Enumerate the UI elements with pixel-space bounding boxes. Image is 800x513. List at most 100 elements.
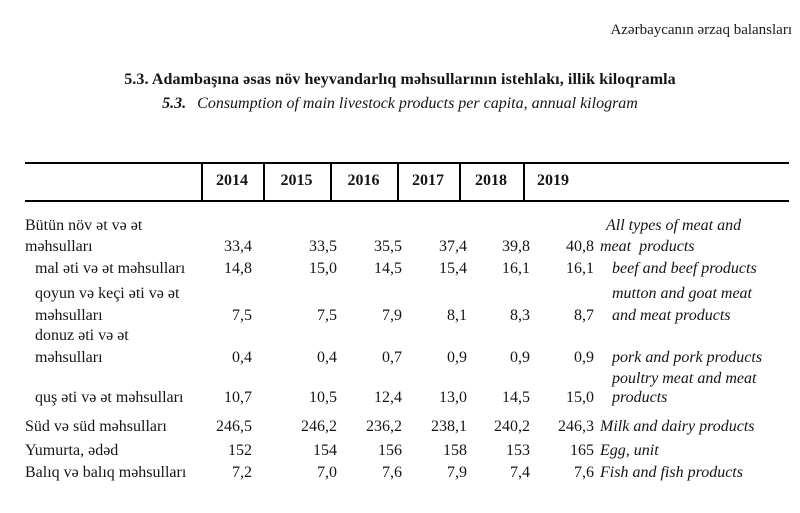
column-divider [263, 164, 265, 200]
value-cell: 158 [443, 442, 467, 459]
table-title-en: 5.3. Consumption of main livestock produc… [0, 95, 800, 113]
row-label-az: Süd və süd məhsulları [25, 418, 167, 435]
row-label-az: donuz əti və ət [35, 327, 129, 344]
value-cell: 236,2 [366, 418, 402, 435]
row-label-az: Balıq və balıq məhsulları [25, 464, 187, 481]
row-label-en: All types of meat and [606, 217, 742, 234]
value-cell: 0,4 [317, 349, 337, 366]
table-line: Yumurta, ədəd 152 154 156 158 153 165 Eg… [0, 441, 800, 461]
row-label-az: Yumurta, ədəd [25, 442, 119, 459]
value-cell: 0,4 [232, 349, 252, 366]
column-divider [523, 164, 525, 200]
value-cell: 13,0 [439, 389, 467, 406]
row-label-en: and meat products [612, 307, 731, 324]
value-cell: 8,1 [447, 307, 467, 324]
row-label-en: beef and beef products [612, 260, 757, 277]
value-cell: 33,4 [224, 238, 252, 255]
year-header-2016: 2016 [347, 172, 380, 189]
value-cell: 39,8 [502, 238, 530, 255]
row-label-az: quş əti və ət məhsulları [35, 389, 184, 406]
row-label-az: mal əti və ət məhsulları [35, 260, 186, 277]
year-header-2017: 2017 [412, 172, 444, 189]
column-divider [201, 164, 203, 200]
table-line: Balıq və balıq məhsulları 7,2 7,0 7,6 7,… [0, 463, 800, 483]
value-cell: 7,4 [510, 464, 530, 481]
table-line: quş əti və ət məhsulları 10,7 10,5 12,4 … [0, 388, 800, 408]
row-label-en: mutton and goat meat [612, 285, 752, 302]
year-header-2018: 2018 [475, 172, 507, 189]
year-header-2015: 2015 [280, 172, 313, 189]
value-cell: 165 [570, 442, 594, 459]
table-line: Bütün növ ət və ət All types of meat and [0, 216, 800, 236]
value-cell: 7,6 [574, 464, 594, 481]
table-line: donuz əti və ət [0, 326, 800, 346]
value-cell: 7,6 [382, 464, 402, 481]
column-divider [459, 164, 461, 200]
value-cell: 7,5 [232, 307, 252, 324]
value-cell: 0,9 [447, 349, 467, 366]
row-label-en: Milk and dairy products [600, 418, 755, 435]
value-cell: 0,9 [574, 349, 594, 366]
row-label-en: pork and pork products [612, 349, 763, 366]
value-cell: 0,9 [510, 349, 530, 366]
value-cell: 7,0 [317, 464, 337, 481]
table-line: qoyun və keçi əti və ət mutton and goat … [0, 284, 800, 304]
value-cell: 7,9 [382, 307, 402, 324]
row-label-az: məhsulları [35, 349, 103, 366]
table-line: mal əti və ət məhsulları 14,8 15,0 14,5 … [0, 259, 800, 279]
value-cell: 246,5 [216, 418, 252, 435]
table-line: məhsulları 0,4 0,4 0,7 0,9 0,9 0,9 pork … [0, 348, 800, 368]
table-header-row: 2014 2015 2016 2017 2018 2019 [25, 162, 789, 202]
table-title-en-number: 5.3. [162, 95, 187, 112]
value-cell: 16,1 [502, 260, 530, 277]
value-cell: 8,3 [510, 307, 530, 324]
column-divider [397, 164, 399, 200]
table-line: Süd və süd məhsulları 246,5 246,2 236,2 … [0, 417, 800, 437]
value-cell: 33,5 [309, 238, 337, 255]
value-cell: 15,0 [566, 389, 594, 406]
value-cell: 7,2 [232, 464, 252, 481]
year-header-2014: 2014 [216, 172, 248, 189]
row-label-en: meat products [600, 238, 695, 255]
value-cell: 154 [313, 442, 337, 459]
value-cell: 153 [506, 442, 530, 459]
value-cell: 10,5 [309, 389, 337, 406]
value-cell: 14,5 [502, 389, 530, 406]
row-label-en: Fish and fish products [600, 464, 743, 481]
value-cell: 152 [228, 442, 252, 459]
value-cell: 35,5 [374, 238, 402, 255]
row-label-en: Egg, unit [600, 442, 659, 459]
value-cell: 14,5 [374, 260, 402, 277]
row-label-en: poultry meat and meat [612, 370, 757, 387]
row-label-az: qoyun və keçi əti və ət [35, 285, 180, 302]
value-cell: 8,7 [574, 307, 594, 324]
value-cell: 0,7 [382, 349, 402, 366]
row-label-az: Bütün növ ət və ət [25, 217, 143, 234]
value-cell: 37,4 [439, 238, 467, 255]
value-cell: 246,3 [558, 418, 594, 435]
value-cell: 15,4 [439, 260, 467, 277]
table-line: məhsulları 7,5 7,5 7,9 8,1 8,3 8,7 and m… [0, 306, 800, 326]
year-header-2019: 2019 [537, 172, 569, 189]
value-cell: 15,0 [309, 260, 337, 277]
value-cell: 238,1 [431, 418, 467, 435]
table-title-az: 5.3. Adambaşına əsas növ heyvandarlıq mə… [124, 71, 676, 88]
value-cell: 240,2 [494, 418, 530, 435]
row-label-en: products [612, 389, 668, 406]
row-label-az: məhsulları [25, 238, 93, 255]
value-cell: 14,8 [224, 260, 252, 277]
running-header: Azərbaycanın ərzaq balansları [610, 22, 792, 38]
value-cell: 156 [378, 442, 402, 459]
column-divider [330, 164, 332, 200]
table-title-en-text: Consumption of main livestock products p… [197, 95, 638, 112]
value-cell: 40,8 [566, 238, 594, 255]
value-cell: 10,7 [224, 389, 252, 406]
value-cell: 16,1 [566, 260, 594, 277]
value-cell: 246,2 [301, 418, 337, 435]
value-cell: 7,9 [447, 464, 467, 481]
value-cell: 12,4 [374, 389, 402, 406]
row-label-az: məhsulları [35, 307, 103, 324]
value-cell: 7,5 [317, 307, 337, 324]
table-line: məhsulları 33,4 33,5 35,5 37,4 39,8 40,8… [0, 237, 800, 257]
